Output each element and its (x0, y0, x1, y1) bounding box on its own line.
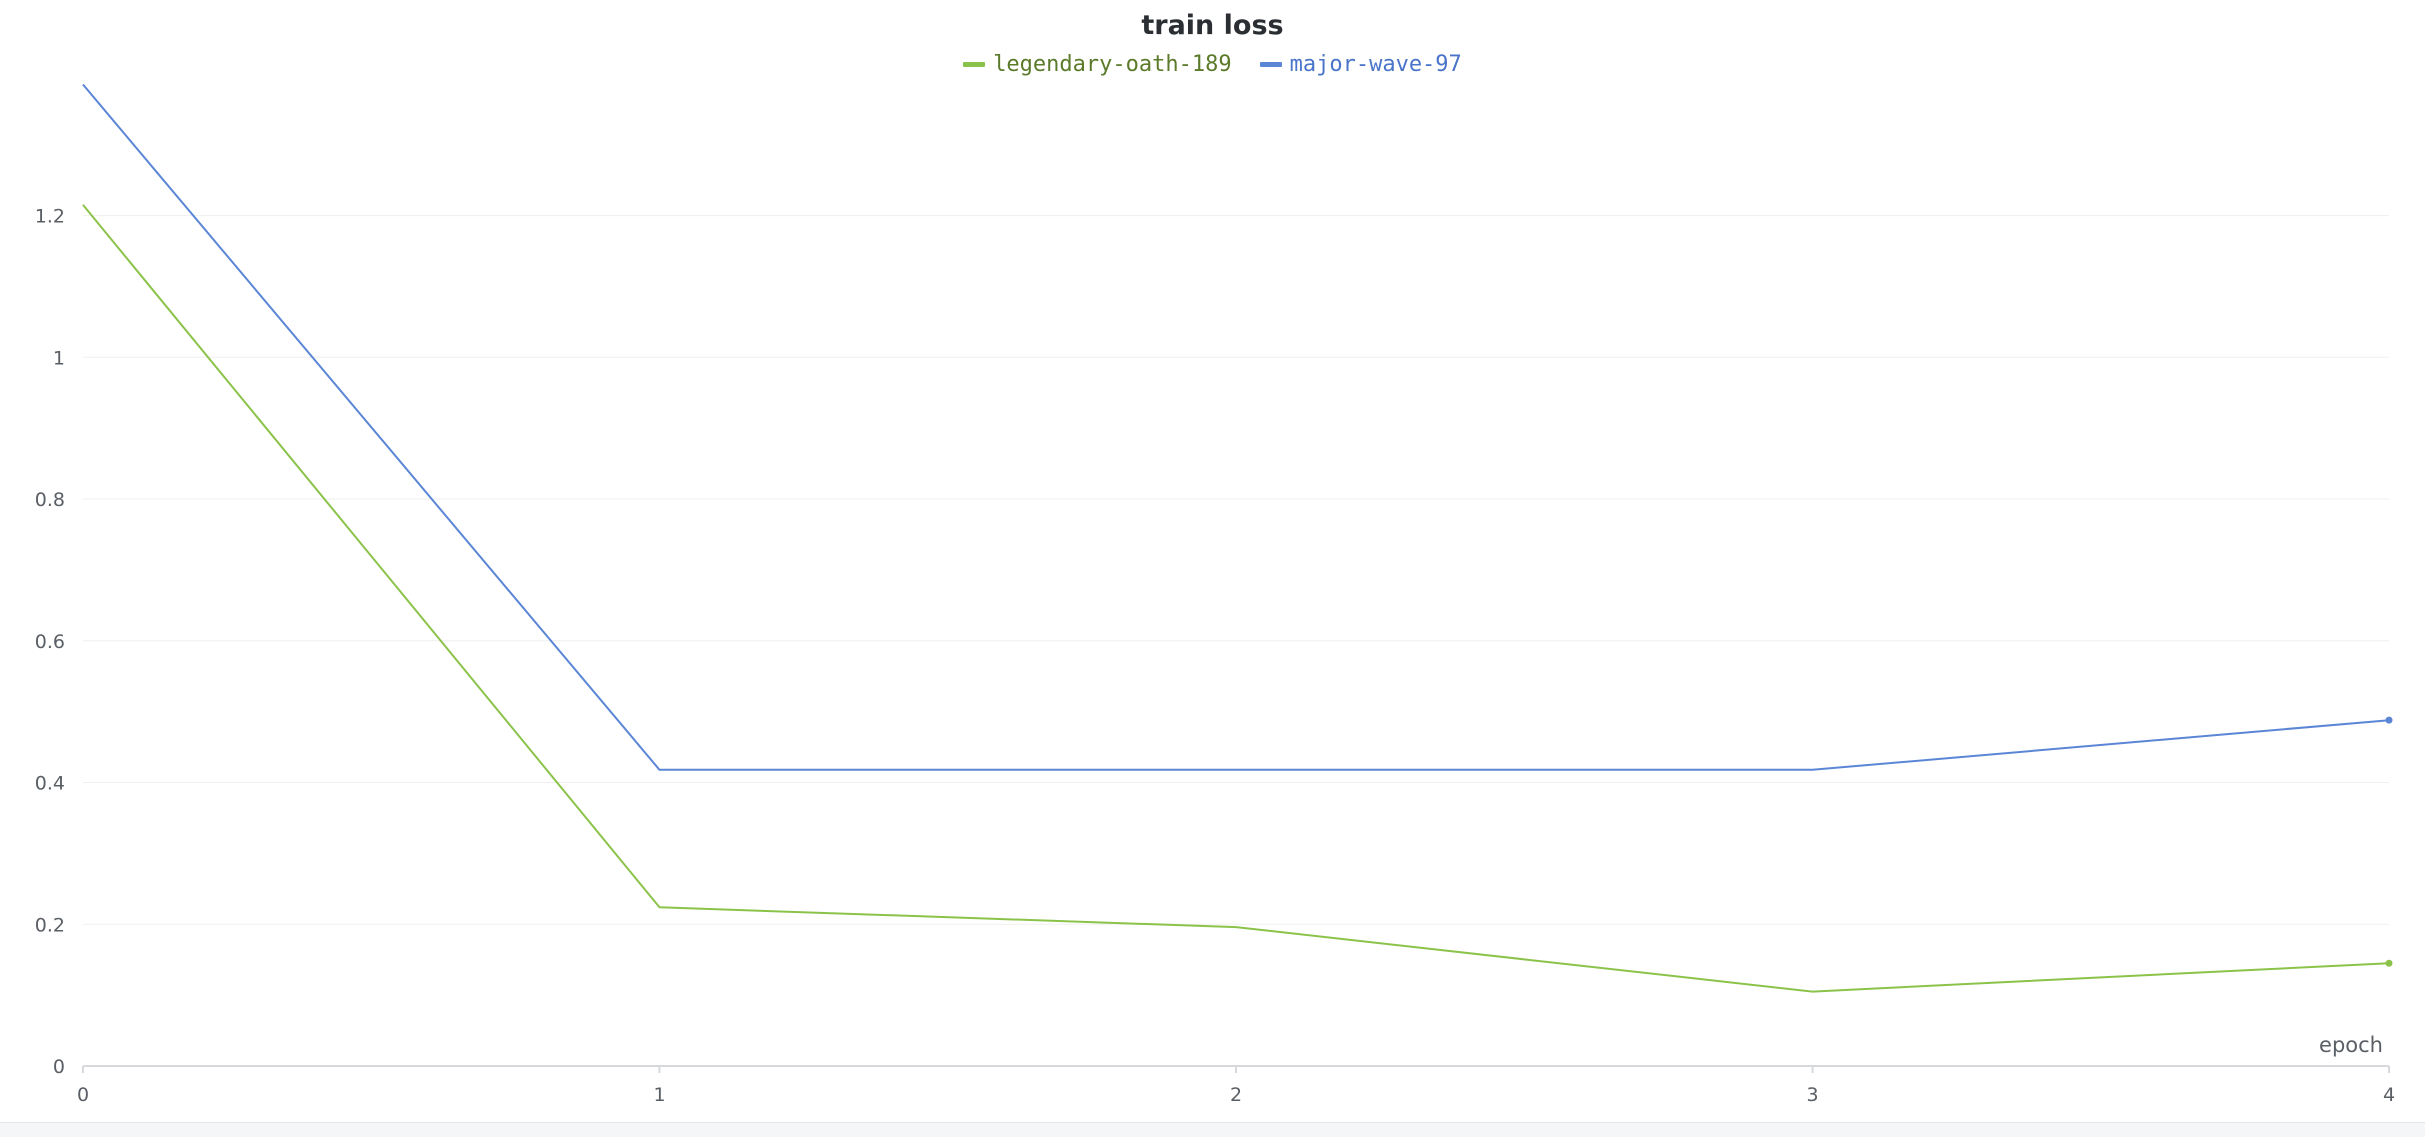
y-tick-label-0.2: 0.2 (35, 914, 65, 936)
legend: legendary-oath-189 major-wave-97 (0, 52, 2425, 77)
y-tick-label-0.4: 0.4 (35, 773, 65, 795)
bottom-strip (0, 1122, 2425, 1137)
series-endpoint-legendary-oath-189 (2385, 959, 2393, 967)
legend-swatch-legendary-oath-189 (963, 62, 986, 67)
x-tick-label-3: 3 (1806, 1084, 1818, 1106)
series-endpoint-major-wave-97 (2385, 716, 2393, 724)
legend-entry-legendary-oath-189[interactable]: legendary-oath-189 (963, 52, 1232, 77)
legend-label-legendary-oath-189: legendary-oath-189 (993, 52, 1232, 77)
x-tick-label-4: 4 (2383, 1084, 2395, 1106)
y-tick-label-1: 1 (53, 347, 65, 369)
y-tick-label-0: 0 (53, 1056, 65, 1078)
x-tick-label-1: 1 (653, 1084, 665, 1106)
legend-label-major-wave-97: major-wave-97 (1289, 52, 1462, 77)
y-tick-label-0.8: 0.8 (35, 489, 65, 511)
x-tick-label-2: 2 (1230, 1084, 1242, 1106)
x-tick-label-0: 0 (77, 1084, 89, 1106)
chart-title: train loss (1141, 10, 1284, 41)
y-tick-label-1.2: 1.2 (35, 206, 65, 228)
y-tick-label-0.6: 0.6 (35, 631, 65, 653)
series-line-legendary-oath-189 (82, 204, 2390, 993)
x-axis-title: epoch (2319, 1033, 2383, 1057)
legend-entry-major-wave-97[interactable]: major-wave-97 (1259, 52, 1462, 77)
legend-swatch-major-wave-97 (1259, 62, 1282, 67)
series-line-major-wave-97 (82, 83, 2390, 771)
